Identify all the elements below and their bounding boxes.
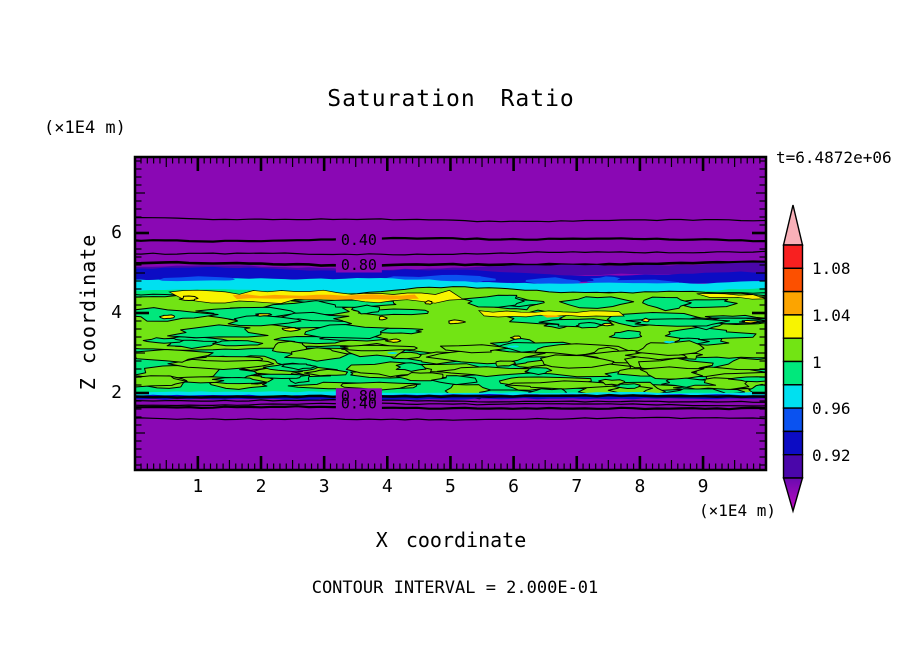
contour-label: 0.40	[341, 231, 377, 249]
y-tick-label: 6	[111, 222, 122, 243]
time-annotation: t=6.4872e+06	[776, 148, 892, 167]
x-tick-label: 3	[318, 476, 330, 497]
colorbar-tick-label: 1	[812, 352, 822, 372]
plot-title: Saturation Ratio	[327, 86, 575, 112]
x-tick-label: 2	[255, 476, 267, 497]
z-axis-unit-label: (×1E4 m)	[44, 118, 126, 138]
x-tick-label: 5	[445, 476, 456, 497]
contour-label: 0.80	[341, 256, 377, 274]
contour-label: 0.80	[341, 387, 377, 405]
contour-interval-note: CONTOUR INTERVAL = 2.000E-01	[311, 578, 599, 598]
x-tick-label: 8	[634, 476, 646, 497]
x-tick-label: 6	[508, 476, 520, 497]
x-axis-unit-label: (×1E4 m)	[698, 501, 776, 520]
y-tick-label: 2	[111, 382, 122, 403]
x-tick-label: 1	[192, 476, 204, 497]
colorbar-tick-label: 1.04	[812, 305, 851, 325]
colorbar-tick-label: 0.92	[812, 445, 851, 465]
x-axis-title: X coordinate	[375, 528, 527, 552]
colorbar-tick-label: 0.96	[812, 399, 851, 419]
x-tick-label: 9	[697, 476, 709, 497]
x-tick-label: 4	[381, 476, 393, 497]
x-tick-label: 7	[571, 476, 583, 497]
y-tick-label: 4	[111, 302, 122, 323]
contour-label: 0.40	[341, 394, 377, 412]
colorbar-tick-label: 1.08	[812, 259, 851, 279]
